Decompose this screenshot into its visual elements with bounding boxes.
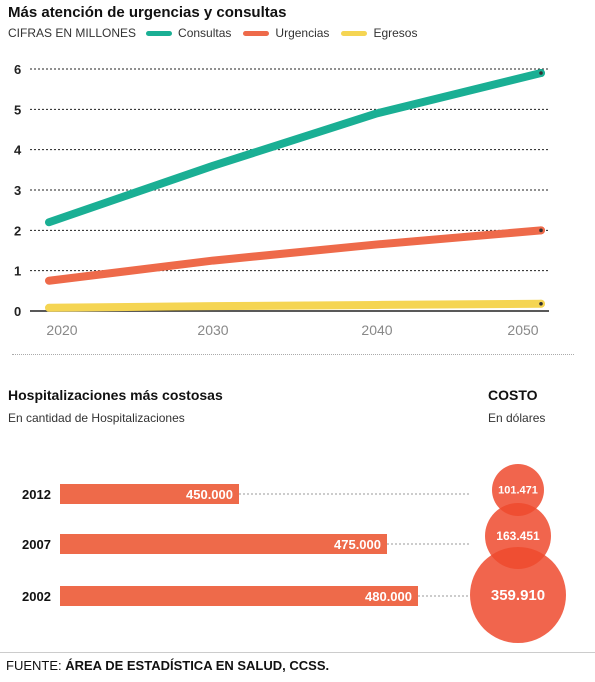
footer-source-text: ÁREA DE ESTADÍSTICA EN SALUD, CCSS. (65, 658, 329, 673)
y-tick-label: 0 (14, 304, 21, 319)
bars-title: Hospitalizaciones más costosas (8, 387, 223, 403)
y-tick-label: 5 (14, 102, 21, 117)
costo-title: COSTO (488, 387, 538, 403)
y-tick-label: 6 (14, 62, 21, 77)
y-tick-label: 3 (14, 183, 21, 198)
bubble-value-label: 359.910 (491, 587, 545, 604)
bar-category-label: 2007 (22, 537, 51, 552)
series-line-consultas (49, 73, 541, 222)
end-point-dot (539, 229, 543, 233)
series-line-urgencias (49, 230, 541, 280)
x-tick-label: 2030 (197, 322, 228, 338)
costo-subtitle: En dólares (488, 411, 545, 425)
bar-category-label: 2002 (22, 589, 51, 604)
footer-source: FUENTE: ÁREA DE ESTADÍSTICA EN SALUD, CC… (6, 658, 329, 673)
bar-value-label: 450.000 (186, 487, 233, 502)
bubble-value-label: 101.471 (498, 485, 538, 497)
footer-prefix: FUENTE: (6, 658, 65, 673)
bar-category-label: 2012 (22, 487, 51, 502)
x-tick-label: 2050 (507, 322, 538, 338)
bar-value-label: 480.000 (365, 589, 412, 604)
footer-divider (0, 652, 595, 653)
bubble-value-label: 163.451 (496, 529, 540, 543)
y-tick-label: 2 (14, 223, 21, 238)
bars-subtitle: En cantidad de Hospitalizaciones (8, 411, 185, 425)
end-point-dot (539, 302, 543, 306)
y-tick-label: 1 (14, 264, 21, 279)
bar-value-label: 475.000 (334, 537, 381, 552)
section-divider (12, 354, 574, 355)
x-tick-label: 2040 (361, 322, 392, 338)
x-tick-label: 2020 (46, 322, 77, 338)
y-tick-label: 4 (14, 143, 22, 158)
series-line-egresos (49, 304, 541, 308)
end-point-dot (539, 71, 543, 75)
